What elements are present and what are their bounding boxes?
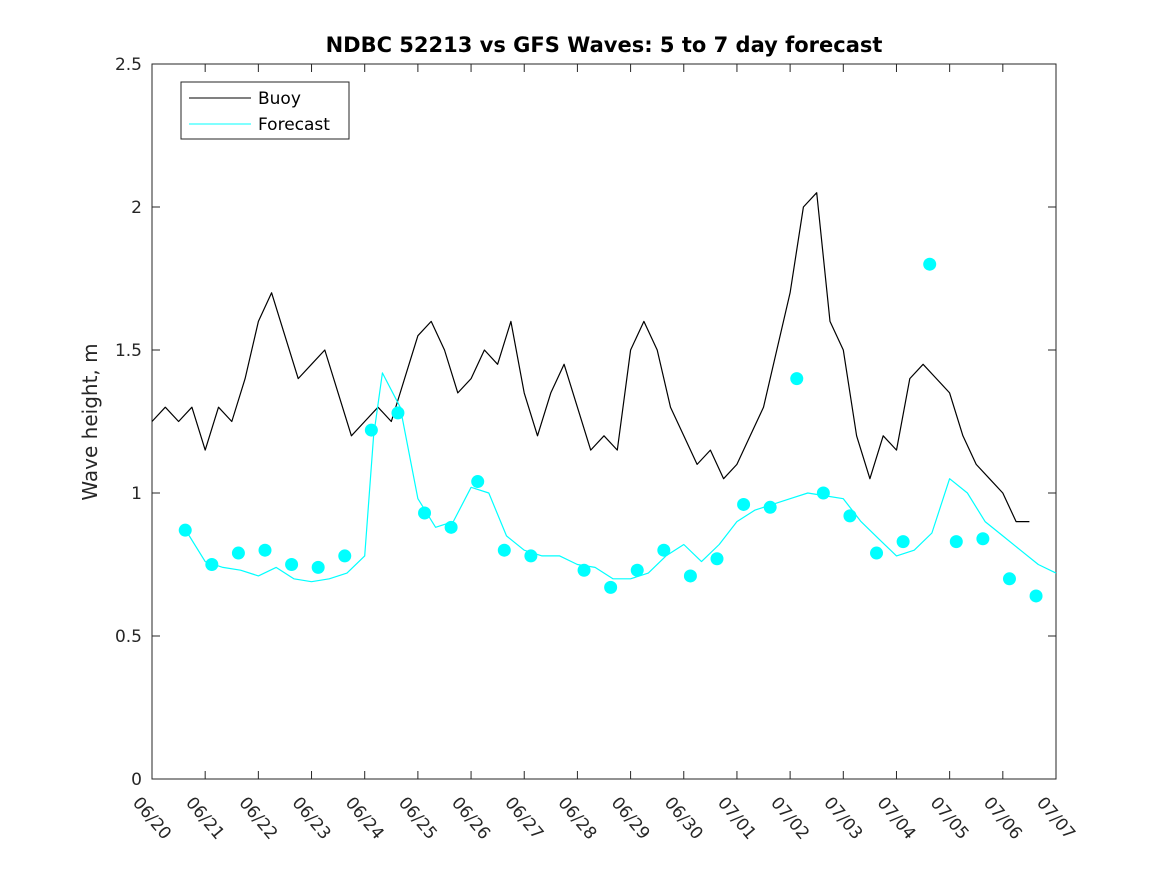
- legend-forecast-label: Forecast: [258, 115, 330, 135]
- forecast-marker: [870, 546, 884, 560]
- forecast-marker: [178, 523, 192, 537]
- y-tick-label: 0.5: [115, 627, 142, 647]
- forecast-marker: [1002, 572, 1016, 586]
- forecast-marker: [205, 558, 219, 571]
- forecast-marker: [444, 520, 458, 534]
- y-tick-label: 1: [131, 484, 142, 504]
- forecast-marker: [683, 569, 697, 583]
- forecast-marker: [258, 543, 272, 557]
- forecast-line: [186, 372, 1057, 583]
- forecast-marker: [418, 506, 432, 520]
- forecast-marker: [471, 475, 485, 489]
- forecast-marker: [816, 486, 830, 500]
- y-tick-label: 2.5: [115, 55, 142, 75]
- forecast-marker: [843, 509, 857, 523]
- forecast-marker: [763, 500, 777, 514]
- forecast-marker: [231, 546, 245, 560]
- forecast-marker: [577, 563, 591, 577]
- forecast-marker: [285, 558, 299, 571]
- legend: Buoy Forecast: [180, 81, 350, 140]
- forecast-marker: [896, 535, 910, 549]
- forecast-marker: [524, 549, 538, 563]
- forecast-marker: [657, 543, 671, 557]
- forecast-marker: [391, 406, 405, 420]
- forecast-marker: [923, 257, 937, 271]
- forecast-marker: [604, 580, 618, 594]
- forecast-marker: [710, 552, 724, 566]
- forecast-marker: [338, 549, 352, 563]
- forecast-marker: [949, 535, 963, 549]
- y-tick-label: 1.5: [115, 341, 142, 361]
- y-axis-label: Wave height, m: [78, 343, 102, 500]
- forecast-marker: [630, 563, 644, 577]
- forecast-marker: [497, 543, 511, 557]
- forecast-marker: [790, 372, 804, 386]
- forecast-marker: [1029, 589, 1043, 603]
- buoy-line: [151, 192, 1030, 523]
- y-tick-label: 0: [131, 770, 142, 790]
- legend-buoy-label: Buoy: [258, 89, 301, 109]
- forecast-marker: [976, 532, 990, 546]
- forecast-marker: [364, 423, 378, 437]
- y-tick-label: 2: [131, 198, 142, 218]
- forecast-marker: [737, 497, 751, 511]
- forecast-marker: [311, 560, 325, 574]
- legend-box: [180, 81, 350, 140]
- chart-title: NDBC 52213 vs GFS Waves: 5 to 7 day fore…: [326, 33, 883, 57]
